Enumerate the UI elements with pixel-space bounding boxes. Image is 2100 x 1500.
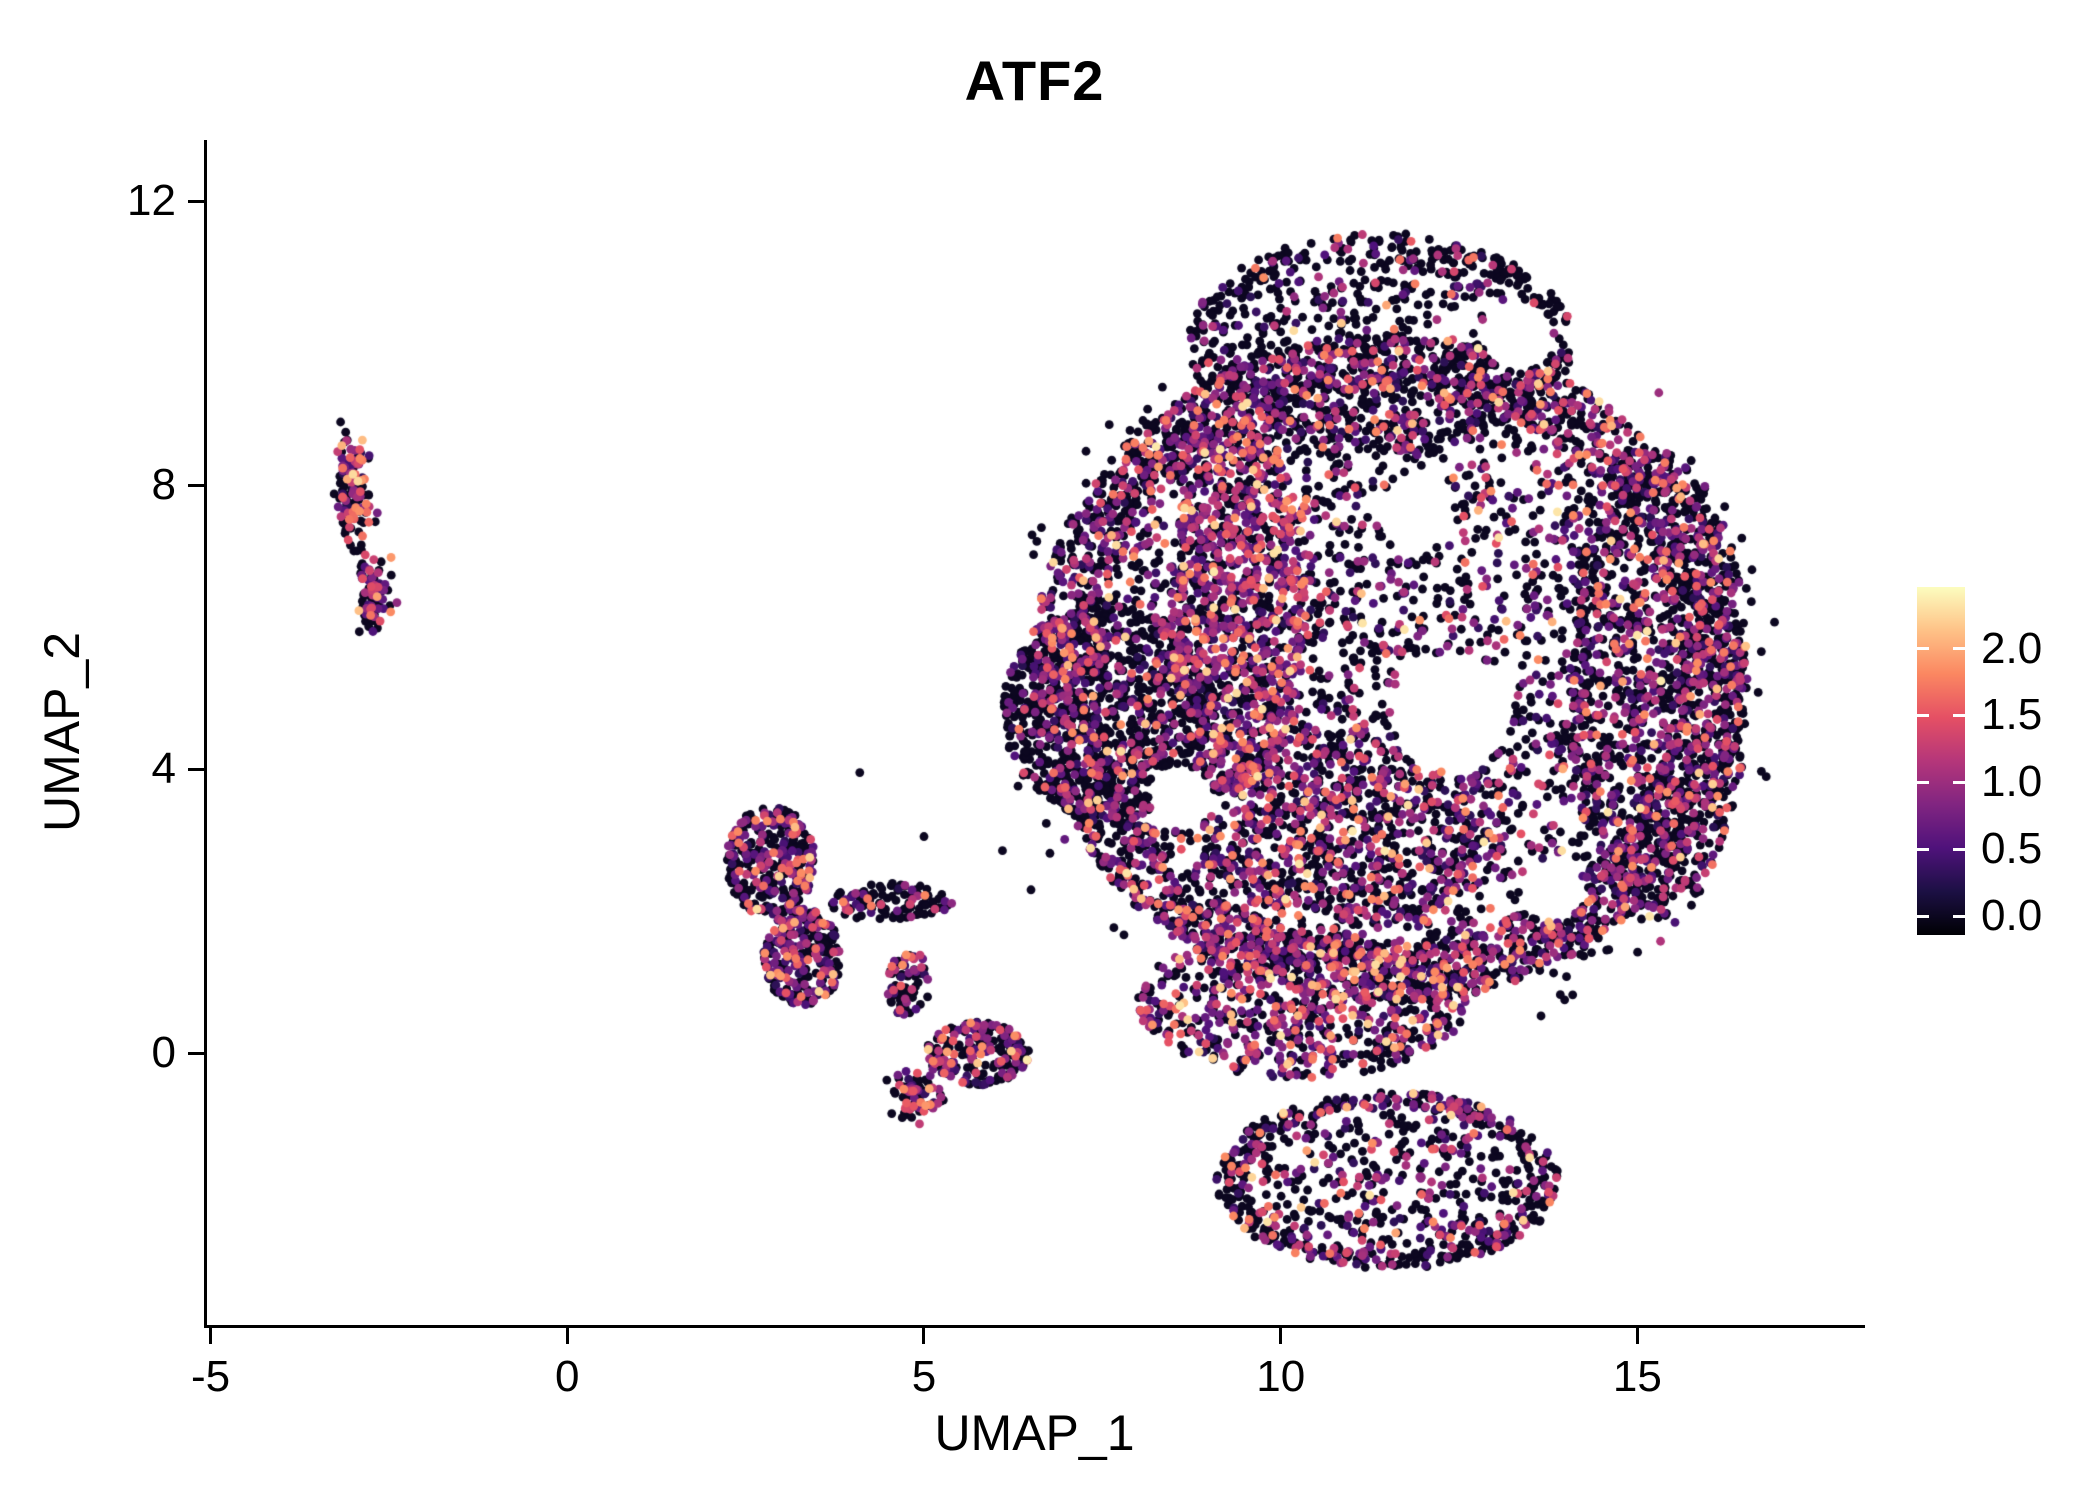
y-tick-mark: [188, 1051, 204, 1055]
colorbar-tick-mark: [1917, 647, 1929, 651]
x-tick-label: 15: [1612, 1352, 1662, 1401]
colorbar-tick-label: 2.0: [1981, 623, 2043, 673]
colorbar-tick-label: 1.5: [1981, 690, 2043, 740]
colorbar-tick-mark: [1953, 780, 1965, 784]
x-tick-label: 5: [911, 1352, 937, 1401]
x-tick-mark: [1279, 1328, 1283, 1344]
x-tick-mark: [209, 1328, 213, 1344]
colorbar-tick-label: 0.5: [1981, 824, 2043, 874]
colorbar-tick-mark: [1953, 847, 1965, 851]
y-tick-mark: [188, 199, 204, 203]
x-tick-mark: [565, 1328, 569, 1344]
y-tick-label: 0: [151, 1028, 176, 1078]
colorbar-tick-label: 1.0: [1981, 757, 2043, 807]
colorbar-tick-mark: [1953, 647, 1965, 651]
y-tick-mark: [188, 483, 204, 487]
x-tick-label: -5: [191, 1352, 231, 1401]
plot-area: [204, 140, 1865, 1328]
y-tick-mark: [188, 767, 204, 771]
colorbar-tick-mark: [1917, 847, 1929, 851]
colorbar-tick-mark: [1917, 780, 1929, 784]
colorbar-tick-mark: [1917, 713, 1929, 717]
y-tick-label: 8: [151, 460, 176, 510]
colorbar-tick-mark: [1953, 914, 1965, 918]
scatter-canvas: [207, 140, 1865, 1325]
y-axis-label: UMAP_2: [34, 631, 90, 833]
colorbar-tick-mark: [1953, 713, 1965, 717]
y-tick-label: 12: [127, 176, 176, 226]
colorbar-tick-label: 0.0: [1981, 891, 2043, 941]
y-tick-label: 4: [151, 744, 176, 794]
x-axis-label: UMAP_1: [934, 1405, 1135, 1461]
x-tick-label: 10: [1256, 1352, 1306, 1401]
chart-title: ATF2: [964, 49, 1105, 112]
colorbar-tick-mark: [1917, 914, 1929, 918]
x-tick-label: 0: [555, 1352, 580, 1401]
x-tick-mark: [922, 1328, 926, 1344]
colorbar-gradient: [1917, 587, 1965, 935]
x-tick-mark: [1635, 1328, 1639, 1344]
